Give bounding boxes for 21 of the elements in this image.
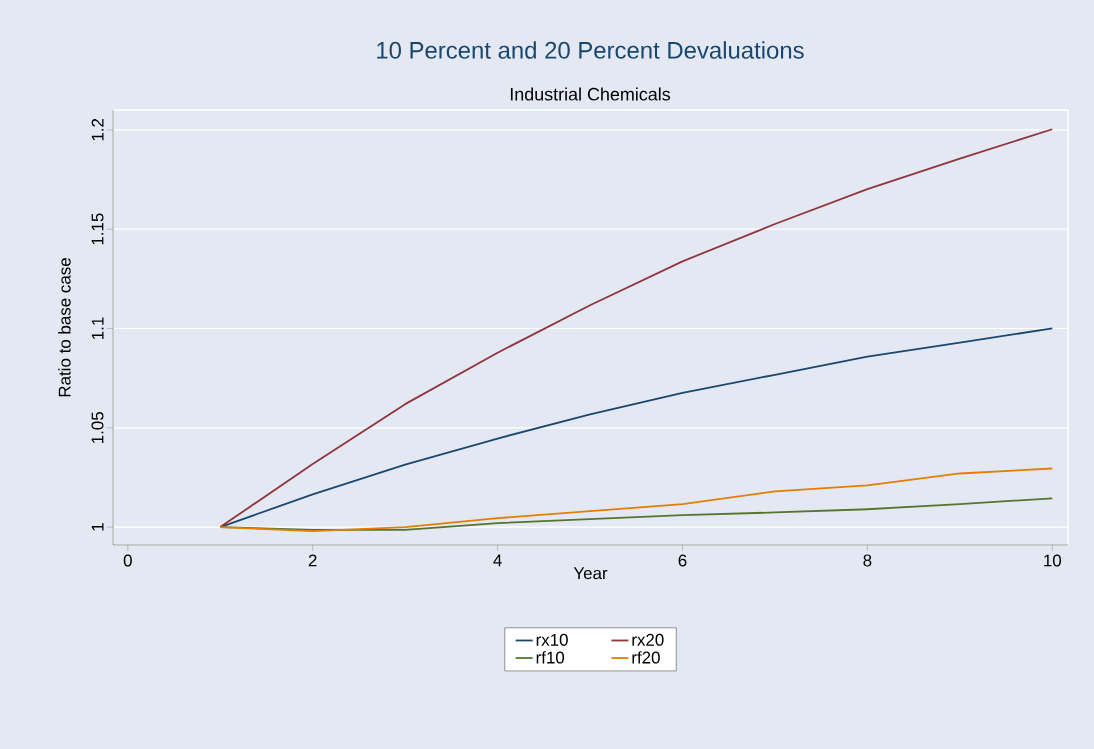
x-tick-label: 4 [493, 554, 502, 567]
x-tick-label: 8 [863, 554, 872, 567]
y-tick-label: 1 [91, 523, 104, 531]
legend-label: rx20 [632, 633, 664, 646]
y-tick-label: 1.1 [91, 317, 104, 339]
x-tick-label: 2 [308, 554, 317, 567]
line-series [219, 128, 1054, 529]
x-tick-label: 10 [1044, 554, 1062, 567]
y-tick-label: 1.15 [91, 213, 104, 245]
chart-subtitle: Industrial Chemicals [510, 87, 671, 101]
y-tick-label: 1.2 [91, 118, 104, 141]
x-tick-label: 0 [123, 554, 132, 567]
y-axis-title: Ratio to base case [58, 258, 71, 397]
y-tick-label: 1.05 [91, 412, 104, 443]
x-axis-title: Year [573, 567, 608, 580]
chart-title: 10 Percent and 20 Percent Devaluations [377, 41, 804, 59]
legend-label: rx10 [536, 633, 568, 646]
legend-label: rf10 [536, 651, 565, 664]
x-tick-label: 6 [678, 554, 687, 567]
legend-label: rf20 [632, 651, 660, 664]
line-series [219, 467, 1054, 532]
